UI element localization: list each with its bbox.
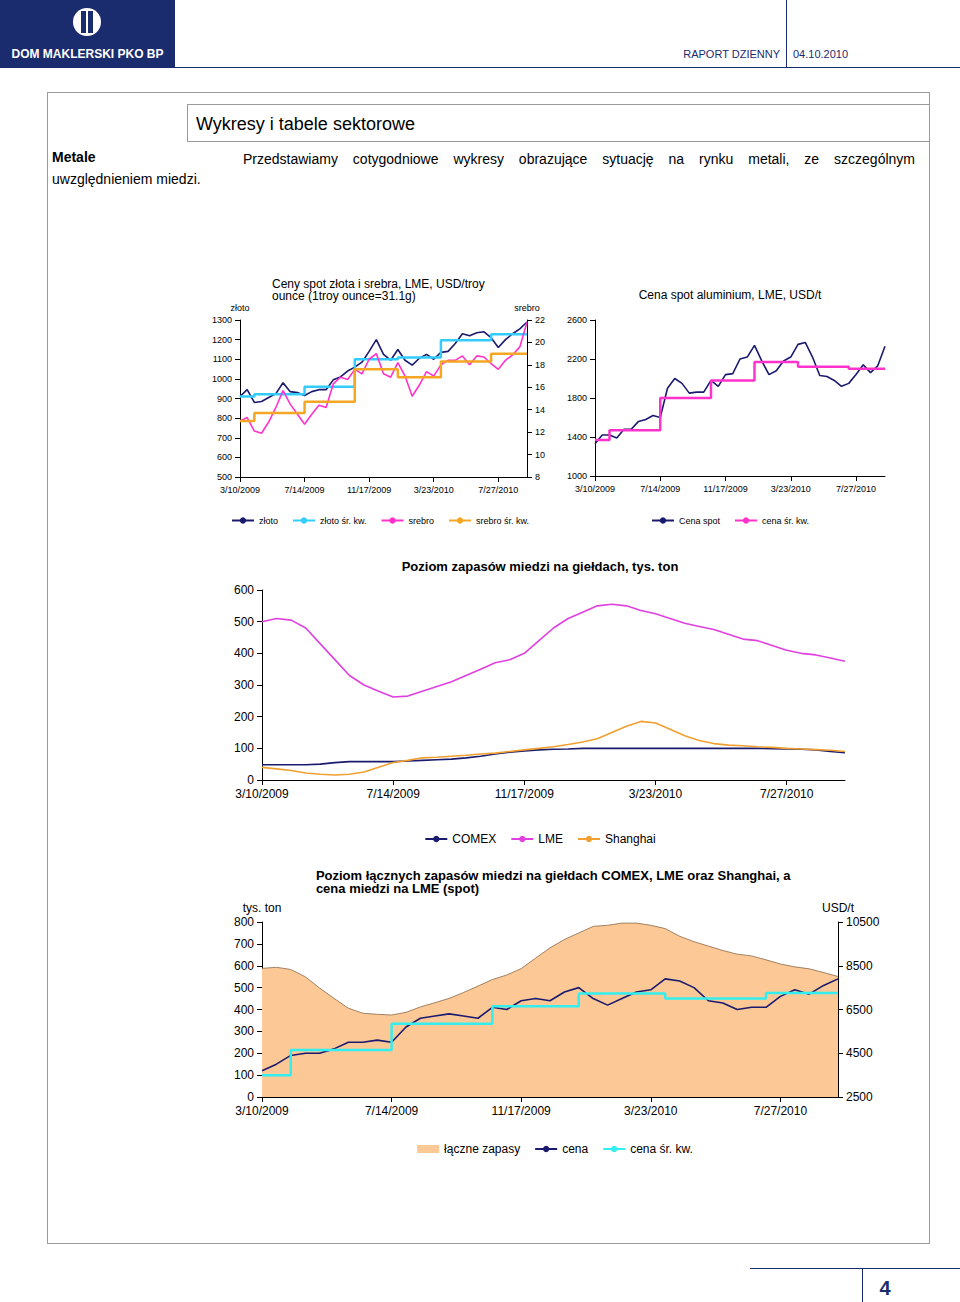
svg-text:Shanghai: Shanghai <box>605 832 656 846</box>
svg-text:LME: LME <box>538 832 563 846</box>
svg-text:7/27/2010: 7/27/2010 <box>478 485 518 495</box>
svg-text:100: 100 <box>234 1068 254 1082</box>
html-text:4: 4 <box>879 1277 891 1299</box>
html-text:Wykresy i tabele sektorowe: Wykresy i tabele sektorowe <box>196 114 415 134</box>
svg-text:10: 10 <box>535 450 545 460</box>
svg-text:22: 22 <box>535 315 545 325</box>
svg-text:3/10/2009: 3/10/2009 <box>220 485 260 495</box>
svg-text:srebro śr. kw.: srebro śr. kw. <box>476 516 529 526</box>
svg-text:4500: 4500 <box>846 1046 873 1060</box>
svg-text:7/14/2009: 7/14/2009 <box>640 484 680 494</box>
svg-text:7/27/2010: 7/27/2010 <box>754 1104 808 1118</box>
svg-text:10500: 10500 <box>846 915 880 929</box>
svg-text:cena śr. kw.: cena śr. kw. <box>630 1142 693 1156</box>
html-text:04.10.2010: 04.10.2010 <box>793 48 849 60</box>
svg-text:7/14/2009: 7/14/2009 <box>365 1104 419 1118</box>
svg-text:600: 600 <box>234 583 254 597</box>
svg-text:cena miedzi na LME (spot): cena miedzi na LME (spot) <box>316 881 479 896</box>
svg-text:3/23/2010: 3/23/2010 <box>414 485 454 495</box>
svg-text:złoto: złoto <box>230 303 249 313</box>
svg-text:USD/t: USD/t <box>822 901 855 915</box>
svg-text:3/23/2010: 3/23/2010 <box>771 484 811 494</box>
svg-text:7/14/2009: 7/14/2009 <box>366 787 420 801</box>
svg-text:700: 700 <box>234 937 254 951</box>
svg-text:1000: 1000 <box>567 471 587 481</box>
svg-text:0: 0 <box>247 1090 254 1104</box>
svg-text:cena śr. kw.: cena śr. kw. <box>762 516 809 526</box>
svg-text:200: 200 <box>234 1046 254 1060</box>
svg-text:cena: cena <box>562 1142 588 1156</box>
svg-text:11/17/2009: 11/17/2009 <box>495 787 554 801</box>
svg-text:2200: 2200 <box>567 354 587 364</box>
svg-text:700: 700 <box>217 433 232 443</box>
svg-text:8: 8 <box>535 472 540 482</box>
svg-text:COMEX: COMEX <box>452 832 496 846</box>
svg-text:8500: 8500 <box>846 959 873 973</box>
svg-text:100: 100 <box>234 741 254 755</box>
svg-text:7/14/2009: 7/14/2009 <box>285 485 325 495</box>
html-text:Metale: Metale <box>52 149 96 165</box>
svg-text:Cena spot: Cena spot <box>679 516 721 526</box>
svg-text:500: 500 <box>234 615 254 629</box>
svg-text:3/10/2009: 3/10/2009 <box>575 484 615 494</box>
svg-text:20: 20 <box>535 337 545 347</box>
svg-text:1200: 1200 <box>212 335 232 345</box>
svg-text:srebro: srebro <box>514 303 540 313</box>
svg-text:złoto: złoto <box>259 516 278 526</box>
svg-text:Poziom łącznych zapasów miedzi: Poziom łącznych zapasów miedzi na giełda… <box>315 868 795 883</box>
svg-text:1800: 1800 <box>567 393 587 403</box>
svg-text:3/10/2009: 3/10/2009 <box>235 1104 289 1118</box>
svg-text:500: 500 <box>217 472 232 482</box>
svg-text:3/10/2009: 3/10/2009 <box>235 787 289 801</box>
svg-text:11/17/2009: 11/17/2009 <box>703 484 747 494</box>
svg-text:300: 300 <box>234 678 254 692</box>
svg-text:1000: 1000 <box>212 374 232 384</box>
svg-text:18: 18 <box>535 360 545 370</box>
svg-text:6500: 6500 <box>846 1003 873 1017</box>
svg-text:12: 12 <box>535 427 545 437</box>
svg-text:200: 200 <box>234 710 254 724</box>
svg-text:3/23/2010: 3/23/2010 <box>629 787 683 801</box>
svg-text:Ceny spot złota i srebra, LME,: Ceny spot złota i srebra, LME, USD/troy <box>272 277 488 291</box>
svg-text:16: 16 <box>535 382 545 392</box>
svg-text:tys. ton: tys. ton <box>243 901 282 915</box>
svg-text:400: 400 <box>234 646 254 660</box>
svg-text:2500: 2500 <box>846 1090 873 1104</box>
svg-text:1100: 1100 <box>213 354 232 364</box>
svg-text:600: 600 <box>217 452 232 462</box>
html-text:RAPORT DZIENNY: RAPORT DZIENNY <box>683 48 780 60</box>
svg-text:14: 14 <box>535 405 545 415</box>
svg-text:600: 600 <box>234 959 254 973</box>
svg-text:900: 900 <box>217 394 232 404</box>
svg-text:300: 300 <box>234 1024 254 1038</box>
svg-text:złoto śr. kw.: złoto śr. kw. <box>320 516 367 526</box>
svg-text:2600: 2600 <box>567 315 587 325</box>
html-text:Przedstawiamy cotygodniowe wyk: Przedstawiamy cotygodniowe wykresy obraz… <box>52 151 915 187</box>
svg-text:1400: 1400 <box>567 432 587 442</box>
svg-text:1300: 1300 <box>212 315 232 325</box>
svg-text:Poziom zapasów miedzi na giełd: Poziom zapasów miedzi na giełdach, tys. … <box>402 559 679 574</box>
svg-text:łączne zapasy: łączne zapasy <box>444 1142 520 1156</box>
html-text:DOM MAKLERSKI PKO BP: DOM MAKLERSKI PKO BP <box>11 47 164 61</box>
svg-text:11/17/2009: 11/17/2009 <box>347 485 391 495</box>
svg-text:ounce (1troy ounce=31.1g): ounce (1troy ounce=31.1g) <box>272 289 416 303</box>
svg-text:400: 400 <box>234 1003 254 1017</box>
svg-text:3/23/2010: 3/23/2010 <box>624 1104 678 1118</box>
svg-text:11/17/2009: 11/17/2009 <box>492 1104 551 1118</box>
svg-text:Cena spot aluminium, LME, USD/: Cena spot aluminium, LME, USD/t <box>639 288 822 302</box>
svg-text:srebro: srebro <box>409 516 435 526</box>
svg-text:500: 500 <box>234 981 254 995</box>
svg-text:0: 0 <box>247 773 254 787</box>
svg-text:7/27/2010: 7/27/2010 <box>760 787 814 801</box>
svg-text:800: 800 <box>234 915 254 929</box>
svg-text:7/27/2010: 7/27/2010 <box>836 484 876 494</box>
svg-text:800: 800 <box>217 413 232 423</box>
